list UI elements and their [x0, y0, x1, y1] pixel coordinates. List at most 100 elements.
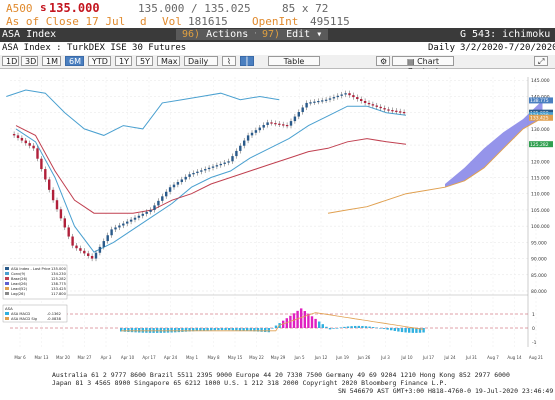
price-tick-label: 110.000 — [531, 192, 550, 198]
macd-histogram-bar — [120, 328, 123, 332]
macd-histogram-bar — [285, 318, 288, 328]
lagging-span-line — [6, 89, 280, 136]
edit-menu[interactable]: 97) Edit ▾ — [256, 29, 329, 40]
macd-histogram-bar — [249, 328, 252, 332]
macd-histogram-bar — [336, 328, 339, 329]
price-tag-label: 125.282 — [530, 142, 549, 148]
cloud-fill — [445, 100, 543, 188]
candle-body — [133, 217, 137, 220]
expand-icon[interactable]: ⤢ — [534, 56, 548, 66]
candle-body — [313, 101, 316, 103]
x-axis: Mar 6 Mar 13 Mar 20 Mar 27 Apr 3 Apr 10 Apr 17… — [14, 355, 543, 360]
macd-histogram-bar — [361, 325, 364, 328]
macd-histogram-bar — [224, 328, 227, 331]
macd-histogram-bar — [188, 328, 191, 332]
candle-body — [28, 143, 31, 146]
candle-body — [344, 93, 347, 95]
macd-histogram-bar — [213, 328, 216, 331]
candle-body — [79, 248, 82, 251]
frequency-select[interactable]: Daily ▾ — [184, 56, 218, 76]
security-name[interactable]: ASA Index — [2, 29, 57, 40]
osc-legend-box — [2, 304, 68, 323]
range-button-1m[interactable]: 1M — [42, 56, 61, 66]
x-tick-label: Jun 19 — [335, 355, 349, 360]
price-tick-label: 100.000 — [531, 224, 550, 230]
range-button-1d[interactable]: 1D — [2, 56, 19, 66]
candle-body — [153, 205, 156, 210]
legend-swatch — [5, 282, 9, 285]
range-button-5y[interactable]: 5Y — [136, 56, 153, 66]
macd-histogram-bar — [177, 328, 180, 333]
candle-body — [168, 187, 172, 192]
x-tick-label: Jun 26 — [357, 355, 371, 360]
candle-body — [55, 200, 59, 210]
edit-label: Edit — [286, 29, 311, 40]
macd-histogram-bar — [253, 328, 256, 332]
candle-body — [145, 211, 148, 214]
candle-body — [239, 145, 242, 151]
candle-body — [289, 121, 293, 126]
candle-body — [192, 172, 195, 175]
legend-label: Lead(26) — [11, 282, 28, 286]
macd-histogram-bar — [350, 326, 353, 328]
range-button-ytd[interactable]: YTD — [88, 56, 111, 66]
chart-content-button[interactable]: ▤ Chart Content — [392, 56, 454, 76]
candle-body — [63, 218, 66, 228]
x-tick-label: Mar 13 — [35, 355, 49, 360]
range-button-1y[interactable]: 1Y — [115, 56, 132, 66]
candle-body — [157, 200, 160, 206]
legend-swatch — [5, 272, 9, 275]
osc-legend-label: ASA MACD Sig — [11, 317, 37, 321]
macd-histogram-bar — [199, 328, 202, 331]
subtitle-bar: ASA Index : TurkDEX ISE 30 Futures Daily… — [0, 42, 555, 56]
bid-ask-size: 85 x 72 — [282, 2, 329, 15]
candle-body — [348, 93, 351, 96]
candle-body — [250, 132, 254, 136]
candle-body — [215, 165, 219, 167]
macd-histogram-bar — [163, 328, 166, 333]
candle-body — [118, 225, 121, 228]
candle-body — [317, 100, 320, 103]
frequency-value: Daily — [188, 57, 209, 66]
x-tick-label: Jul 31 — [465, 355, 478, 360]
candle-chart-icon[interactable]: ⎮ — [240, 56, 254, 66]
graph-id: G 543: ichimoku — [460, 29, 551, 40]
macd-histogram-bar — [228, 328, 231, 331]
legend-value: 133.425 — [51, 287, 66, 291]
range-button-6m[interactable]: 6M — [65, 56, 84, 66]
candle-body — [36, 148, 39, 159]
macd-histogram-bar — [260, 328, 263, 332]
candle-body — [402, 112, 406, 114]
candle-body — [149, 209, 152, 212]
actions-menu[interactable]: 96) Actions ▾ — [176, 29, 267, 40]
macd-histogram-bar — [267, 328, 270, 333]
date-range[interactable]: 3/2/2020-7/20/2020 — [460, 43, 555, 53]
edit-number: 97) — [262, 29, 281, 40]
range-button-max[interactable]: Max — [157, 56, 180, 66]
macd-histogram-bar — [166, 328, 170, 333]
footer-contacts-line-2: Japan 81 3 4565 8900 Singapore 65 6212 1… — [52, 379, 448, 387]
candle-body — [188, 174, 191, 177]
macd-histogram-bar — [325, 326, 328, 328]
legend-swatch — [5, 292, 9, 295]
price-tick-label: 105.000 — [531, 208, 550, 214]
price-tick-label: 95.000 — [531, 240, 547, 246]
settings-icon[interactable]: ⚙ — [376, 56, 390, 66]
candle-body — [71, 236, 74, 246]
candle-body — [328, 98, 332, 100]
macd-histogram-bar — [289, 315, 292, 328]
candle-body — [282, 124, 285, 126]
price-tick-label: 120.000 — [531, 159, 550, 165]
ichimoku-chart[interactable]: 145.000140.000135.000130.000125.000120.0… — [0, 69, 555, 369]
range-button-3d[interactable]: 3D — [21, 56, 38, 66]
macd-histogram-bar — [235, 328, 238, 331]
macd-histogram-bar — [321, 324, 324, 328]
line-chart-icon[interactable]: ⌇ — [222, 56, 236, 66]
x-tick-label: Aug 7 — [487, 355, 499, 360]
macd-histogram-bar — [307, 313, 310, 328]
macd-histogram-bar — [418, 328, 422, 333]
price-tag — [529, 114, 553, 121]
candle-body — [367, 102, 371, 105]
table-button[interactable]: Table — [268, 56, 320, 66]
osc-tick-label: 0 — [532, 326, 535, 332]
